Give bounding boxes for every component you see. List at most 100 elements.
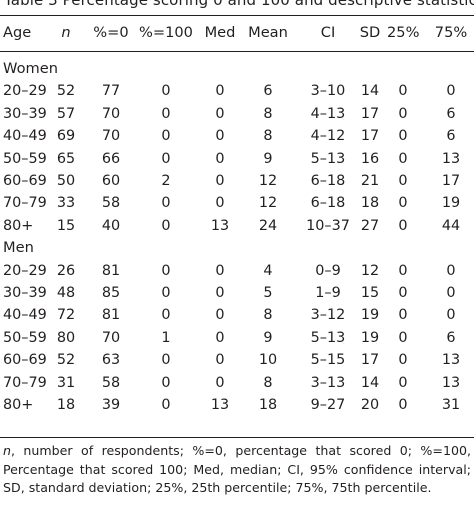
group-label: Men	[3, 239, 34, 257]
cell-pct0: 58	[101, 195, 121, 212]
cell-p75: 6	[446, 128, 456, 145]
cell-p75: 13	[441, 352, 461, 369]
table-row: 70–79 31 58 0 0 8 3–13 14 0 13	[0, 372, 474, 394]
cell-ci: 3–12	[310, 307, 346, 324]
cell-mean: 6	[263, 83, 273, 100]
cell-med: 0	[215, 352, 225, 369]
cell-p25: 0	[398, 217, 408, 234]
cell-age: 70–79	[3, 195, 47, 212]
header-mean: Mean	[248, 24, 288, 41]
cell-age: 30–39	[3, 105, 47, 122]
cell-n: 50	[56, 173, 76, 189]
cell-p75: 0	[446, 262, 456, 279]
table-row: 70–79 33 58 0 0 12 6–18 18 0 19	[0, 192, 474, 214]
cell-n: 15	[56, 217, 76, 234]
cell-pct100: 0	[161, 307, 171, 324]
cell-n: 33	[56, 195, 76, 212]
cell-med: 13	[210, 397, 230, 413]
cell-sd: 15	[360, 285, 380, 301]
header-sd: SD	[359, 24, 381, 41]
cell-age: 50–59	[3, 329, 47, 346]
cell-pct0: 60	[101, 173, 121, 189]
cell-age: 20–29	[3, 262, 47, 279]
table-row: 80+ 18 39 0 13 18 9–27 20 0 31	[0, 394, 474, 416]
cell-ci: 5–13	[310, 329, 346, 346]
cell-pct0: 77	[101, 83, 121, 100]
cell-pct100: 0	[161, 150, 171, 167]
cell-sd: 17	[360, 128, 380, 145]
cell-pct0: 39	[101, 397, 121, 413]
cell-n: 72	[56, 307, 76, 324]
cell-age: 60–69	[3, 352, 47, 369]
cell-pct100: 0	[161, 262, 171, 279]
table-caption: Table 3 Percentage scoring 0 and 100 and…	[0, 0, 474, 10]
cell-pct100: 0	[161, 195, 171, 212]
table-row: 20–29 26 81 0 0 4 0–9 12 0 0	[0, 260, 474, 282]
cell-med: 0	[215, 173, 225, 189]
cell-pct100: 1	[161, 329, 171, 346]
cell-mean: 8	[263, 374, 273, 391]
cell-ci: 5–15	[310, 352, 346, 369]
cell-p25: 0	[398, 352, 408, 369]
cell-sd: 17	[360, 105, 380, 122]
cell-n: 69	[56, 128, 76, 145]
cell-pct100: 0	[161, 285, 171, 301]
table-row: 50–59 65 66 0 0 9 5–13 16 0 13	[0, 148, 474, 170]
cell-mean: 8	[263, 307, 273, 324]
cell-p75: 13	[441, 150, 461, 167]
header-p75: 75%	[434, 24, 468, 41]
cell-ci: 4–12	[310, 128, 346, 145]
table-row: 50–59 80 70 1 0 9 5–13 19 0 6	[0, 327, 474, 349]
cell-age: 40–49	[3, 307, 47, 324]
cell-p25: 0	[398, 397, 408, 413]
cell-mean: 8	[263, 105, 273, 122]
table-row: 60–69 52 63 0 0 10 5–15 17 0 13	[0, 349, 474, 371]
header-rule	[0, 51, 474, 52]
header-med: Med	[204, 24, 236, 41]
cell-ci: 6–18	[310, 195, 346, 212]
cell-pct0: 81	[101, 307, 121, 324]
cell-pct0: 66	[101, 150, 121, 167]
cell-sd: 21	[360, 173, 380, 189]
cell-sd: 19	[360, 329, 380, 346]
table-row: 30–39 57 70 0 0 8 4–13 17 0 6	[0, 103, 474, 125]
header-age: Age	[3, 24, 32, 41]
cell-med: 0	[215, 128, 225, 145]
cell-pct0: 85	[101, 285, 121, 301]
cell-med: 0	[215, 307, 225, 324]
cell-n: 18	[56, 397, 76, 413]
cell-mean: 5	[263, 285, 273, 301]
cell-sd: 12	[360, 262, 380, 279]
cell-p75: 17	[441, 173, 461, 189]
cell-n: 80	[56, 329, 76, 346]
cell-p25: 0	[398, 262, 408, 279]
cell-age: 60–69	[3, 173, 47, 189]
cell-n: 52	[56, 352, 76, 369]
cell-p75: 31	[441, 397, 461, 413]
cell-ci: 4–13	[310, 105, 346, 122]
table-row: 80+ 15 40 0 13 24 10–37 27 0 44	[0, 215, 474, 237]
cell-sd: 17	[360, 352, 380, 369]
cell-pct100: 0	[161, 397, 171, 413]
cell-ci: 5–13	[310, 150, 346, 167]
cell-p75: 0	[446, 285, 456, 301]
cell-sd: 20	[360, 397, 380, 413]
cell-age: 80+	[3, 217, 34, 234]
cell-mean: 18	[258, 397, 278, 413]
cell-p75: 19	[441, 195, 461, 212]
cell-age: 20–29	[3, 83, 47, 100]
cell-ci: 3–10	[310, 83, 346, 100]
header-ci: CI	[320, 24, 336, 41]
cell-age: 30–39	[3, 285, 47, 301]
footnote-n-term: n	[3, 443, 11, 458]
cell-age: 70–79	[3, 374, 47, 391]
cell-sd: 14	[360, 83, 380, 100]
table-footnote: n, number of respondents; %=0, percentag…	[3, 442, 471, 498]
cell-pct100: 0	[161, 128, 171, 145]
cell-ci: 0–9	[315, 262, 341, 279]
table-row: 20–29 52 77 0 0 6 3–10 14 0 0	[0, 80, 474, 102]
cell-sd: 16	[360, 150, 380, 167]
table-row: 40–49 69 70 0 0 8 4–12 17 0 6	[0, 125, 474, 147]
cell-sd: 14	[360, 374, 380, 391]
cell-p25: 0	[398, 329, 408, 346]
